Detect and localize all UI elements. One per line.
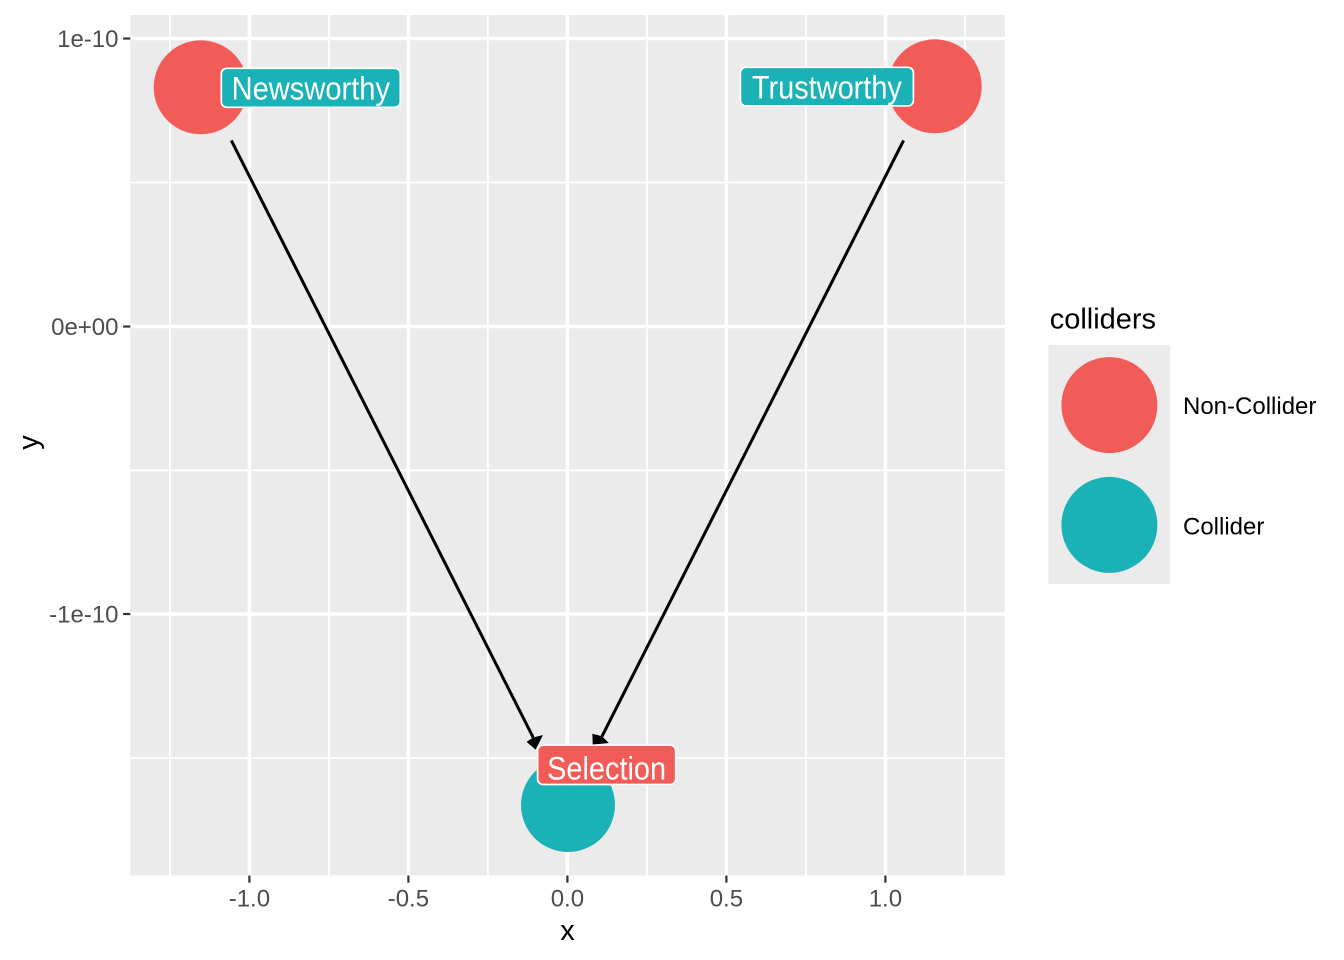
svg-text:1.0: 1.0 [869,886,902,913]
svg-text:0.0: 0.0 [551,886,584,913]
svg-text:-1.0: -1.0 [229,886,270,913]
svg-text:colliders: colliders [1050,304,1156,336]
svg-text:Newsworthy: Newsworthy [232,71,390,107]
svg-text:Trustworthy: Trustworthy [752,69,902,105]
svg-text:0.5: 0.5 [710,886,743,913]
svg-text:0e+00: 0e+00 [51,314,118,341]
svg-text:-1e-10: -1e-10 [49,602,118,629]
svg-text:Collider: Collider [1183,513,1264,540]
svg-text:x: x [560,915,575,947]
svg-text:y: y [13,435,45,450]
svg-text:1e-10: 1e-10 [57,26,118,53]
svg-text:-0.5: -0.5 [388,886,429,913]
svg-text:Non-Collider: Non-Collider [1183,393,1316,420]
svg-text:Selection: Selection [547,751,666,787]
